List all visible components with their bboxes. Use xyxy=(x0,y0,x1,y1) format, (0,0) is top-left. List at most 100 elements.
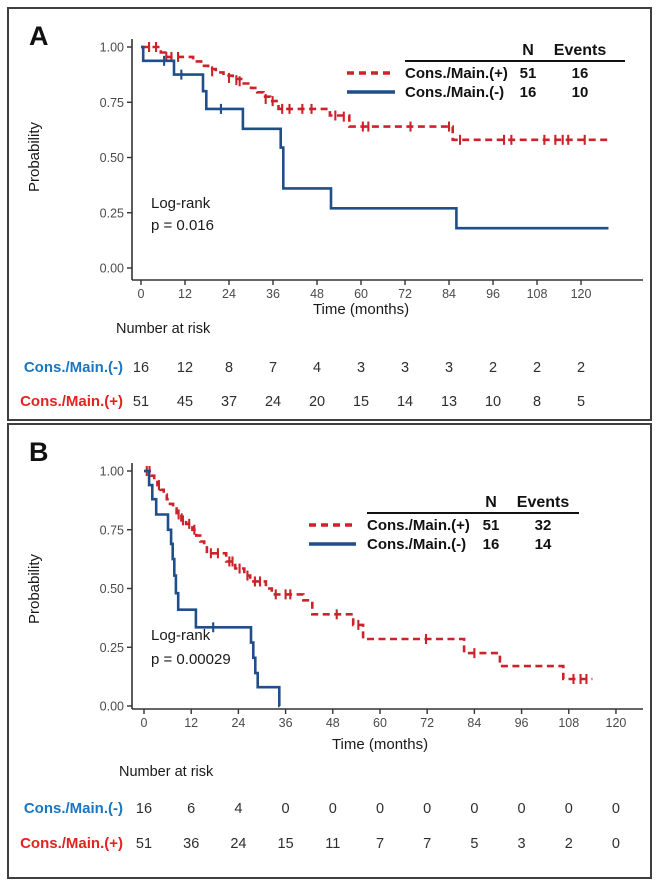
risk-count: 13 xyxy=(441,394,457,410)
y-tick-label: 0.25 xyxy=(100,641,124,655)
risk-count: 51 xyxy=(136,836,152,852)
risk-count: 0 xyxy=(423,801,431,817)
legend-row-n: 51 xyxy=(520,65,537,82)
axes: 1.00 0.75 0.50 0.25 0.00 0 12 24 36 48 60 72 84 96 108… xyxy=(100,39,643,301)
y-tick-label: 0.00 xyxy=(100,262,124,276)
survival-curves xyxy=(144,466,593,708)
panel-letter-a: A xyxy=(29,21,49,51)
risk-count: 37 xyxy=(221,394,237,410)
logrank-p-value: p = 0.016 xyxy=(151,217,214,234)
x-tick-label: 48 xyxy=(310,287,324,301)
y-tick-label: 0.25 xyxy=(100,206,124,220)
risk-count: 4 xyxy=(234,801,242,817)
legend-row-n: 16 xyxy=(483,536,500,553)
risk-count: 8 xyxy=(225,360,233,376)
risk-row-label-negative: Cons./Main.(-) xyxy=(24,800,123,817)
x-tick-label: 96 xyxy=(486,287,500,301)
y-tick-label: 0.75 xyxy=(100,523,124,537)
km-curve-negative xyxy=(144,469,281,708)
risk-numbers: 16 12 8 7 4 3 3 3 2 2 2 51 45 37 24 20 15 14 13 10 8 5 xyxy=(133,360,585,410)
risk-count: 0 xyxy=(612,836,620,852)
legend-row-label: Cons./Main.(+) xyxy=(367,517,470,534)
legend-row-n: 16 xyxy=(520,84,537,101)
legend-events-header: Events xyxy=(517,494,570,511)
risk-count: 3 xyxy=(518,836,526,852)
x-axis-title: Time (months) xyxy=(313,301,409,318)
x-tick-label: 0 xyxy=(138,287,145,301)
y-tick-label: 0.50 xyxy=(100,582,124,596)
risk-count: 3 xyxy=(445,360,453,376)
legend-row-events: 32 xyxy=(535,517,552,534)
km-chart-a: A Probability 1.000.750.500.250.000 12 24 3… xyxy=(20,21,643,410)
legend-n-header: N xyxy=(485,494,497,511)
risk-count: 24 xyxy=(230,836,246,852)
y-tick-label: 1.00 xyxy=(100,465,124,479)
panel-a: A Probability 1.00 0.75 0.50 0.25 0.00 0 12 24 3… xyxy=(7,7,652,421)
x-axis-title: Time (months) xyxy=(332,736,428,753)
km-chart-b: B Probability 1.000.750.500.250.000 12 24 3… xyxy=(20,437,643,852)
legend-row-events: 14 xyxy=(535,536,552,553)
y-axis-title: Probability xyxy=(26,121,43,192)
y-tick-label: 0.50 xyxy=(100,151,124,165)
x-tick-label: 72 xyxy=(398,287,412,301)
y-tick-label: 1.00 xyxy=(100,41,124,55)
x-tick-label: 36 xyxy=(266,287,280,301)
legend-row-label: Cons./Main.(+) xyxy=(405,65,508,82)
legend-row-label: Cons./Main.(-) xyxy=(405,84,504,101)
x-tick-label: 120 xyxy=(606,716,627,730)
legend-row-events: 16 xyxy=(572,65,589,82)
risk-count: 2 xyxy=(577,360,585,376)
risk-table-title: Number at risk xyxy=(119,764,214,780)
risk-count: 16 xyxy=(133,360,149,376)
x-tick-label: 24 xyxy=(231,716,245,730)
logrank-label: Log-rank xyxy=(151,195,211,212)
legend: N Events Cons./Main.(+) 51 16 Cons./Main… xyxy=(347,42,625,101)
x-tick-label: 24 xyxy=(222,287,236,301)
risk-count: 5 xyxy=(470,836,478,852)
risk-count: 24 xyxy=(265,394,281,410)
x-tick-label: 84 xyxy=(467,716,481,730)
risk-table: Number at risk Cons./Main.(-) Cons./Main… xyxy=(20,764,620,852)
x-tick-label: 60 xyxy=(373,716,387,730)
y-axis-title: Probability xyxy=(26,553,43,624)
risk-numbers: 16 6 4 0 0 0 0 0 0 0 0 51 36 24 15 11 7 7 5 3 2 0 xyxy=(136,801,620,852)
panel-letter-b: B xyxy=(29,437,49,467)
x-tick-label: 60 xyxy=(354,287,368,301)
risk-count: 0 xyxy=(518,801,526,817)
risk-count: 36 xyxy=(183,836,199,852)
risk-count: 45 xyxy=(177,394,193,410)
x-tick-label: 48 xyxy=(326,716,340,730)
risk-count: 15 xyxy=(353,394,369,410)
axes: 1.00 0.75 0.50 0.25 0.00 0 12 24 36 48 60 72 84 96 108… xyxy=(100,463,643,730)
risk-count: 3 xyxy=(357,360,365,376)
legend-row-n: 51 xyxy=(483,517,500,534)
risk-count: 0 xyxy=(282,801,290,817)
risk-count: 20 xyxy=(309,394,325,410)
logrank-p-value: p = 0.00029 xyxy=(151,651,231,668)
risk-count: 0 xyxy=(329,801,337,817)
risk-row-label-negative: Cons./Main.(-) xyxy=(24,359,123,376)
x-tick-label: 96 xyxy=(515,716,529,730)
risk-count: 2 xyxy=(533,360,541,376)
risk-count: 0 xyxy=(376,801,384,817)
km-curve-negative xyxy=(141,45,609,230)
x-tick-label: 12 xyxy=(184,716,198,730)
risk-count: 0 xyxy=(470,801,478,817)
risk-count: 7 xyxy=(423,836,431,852)
risk-count: 2 xyxy=(489,360,497,376)
logrank-label: Log-rank xyxy=(151,627,211,644)
x-tick-label: 108 xyxy=(527,287,548,301)
risk-count: 6 xyxy=(187,801,195,817)
risk-count: 11 xyxy=(325,836,340,852)
risk-row-label-positive: Cons./Main.(+) xyxy=(20,393,123,410)
x-tick-label: 72 xyxy=(420,716,434,730)
panel-b: B Probability 1.00 0.75 0.50 0.25 0.00 0 12 24 3… xyxy=(7,423,652,879)
y-tick-label: 0.75 xyxy=(100,96,124,110)
x-tick-label: 84 xyxy=(442,287,456,301)
risk-table-title: Number at risk xyxy=(116,321,211,337)
risk-count: 5 xyxy=(577,394,585,410)
survival-curves xyxy=(141,42,609,230)
legend-row-events: 10 xyxy=(572,84,589,101)
risk-count: 3 xyxy=(401,360,409,376)
legend-events-header: Events xyxy=(554,42,607,59)
